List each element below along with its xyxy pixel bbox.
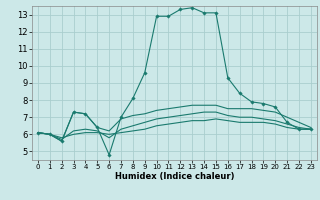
- X-axis label: Humidex (Indice chaleur): Humidex (Indice chaleur): [115, 172, 234, 181]
